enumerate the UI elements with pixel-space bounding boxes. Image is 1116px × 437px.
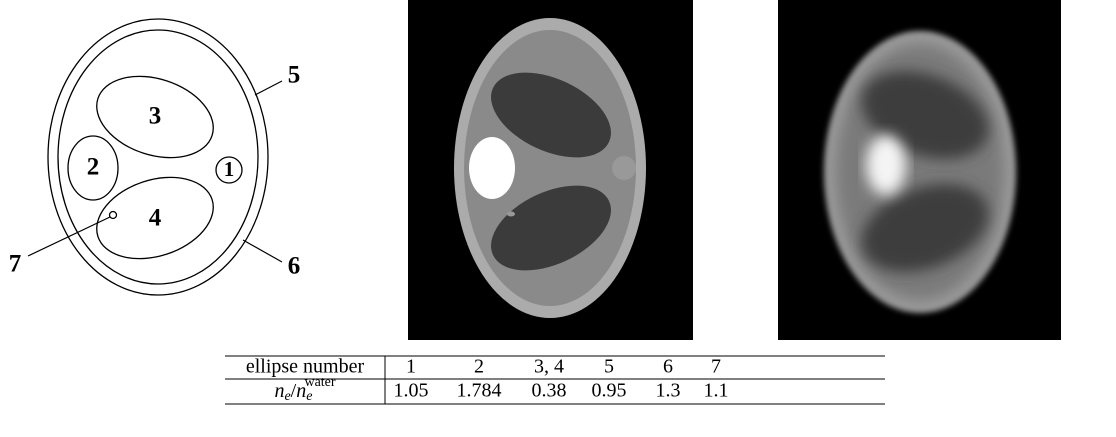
ellipse-1 xyxy=(612,156,636,180)
label: 4 xyxy=(149,205,162,232)
ellipse-7 xyxy=(110,212,117,219)
figure: 1 2 3 4 5 6 7 ellipse number ne/newater … xyxy=(0,0,1116,437)
label: 5 xyxy=(288,62,301,89)
column-header: 6 xyxy=(663,356,673,378)
column-header: 5 xyxy=(604,356,614,378)
ellipse-7 xyxy=(507,212,515,217)
label: 1 xyxy=(224,157,235,181)
superscript: water xyxy=(304,375,335,390)
reconstruction-image xyxy=(778,0,1061,340)
table-cell: 0.38 xyxy=(532,380,567,402)
symbol: n xyxy=(274,380,284,402)
table-cell: 1.3 xyxy=(656,380,681,402)
row-label: ne/newater xyxy=(274,375,335,404)
leader-line xyxy=(255,81,282,95)
column-header: 2 xyxy=(474,356,484,378)
label: 7 xyxy=(9,251,22,278)
table-cell: 1.05 xyxy=(394,380,429,402)
table: ellipse number ne/newater 11.0521.7843, … xyxy=(225,356,885,405)
table-cell: 1.1 xyxy=(704,380,729,402)
label: 2 xyxy=(87,154,100,181)
label: 6 xyxy=(288,253,301,280)
leader-line xyxy=(243,240,282,262)
column-header: 3, 4 xyxy=(534,356,564,378)
column-header: 1 xyxy=(406,356,416,378)
schematic: 1 2 3 4 5 6 7 xyxy=(9,19,301,295)
subscript: e xyxy=(306,389,312,404)
table-cell: 1.784 xyxy=(457,380,502,402)
ellipse-2 xyxy=(866,135,906,195)
table-cell: 0.95 xyxy=(592,380,627,402)
label: 3 xyxy=(149,103,162,130)
ellipse-2 xyxy=(469,137,515,199)
page: 1 2 3 4 5 6 7 ellipse number ne/newater … xyxy=(0,0,1116,437)
phantom-image xyxy=(408,0,693,340)
column-header: 7 xyxy=(711,356,721,378)
